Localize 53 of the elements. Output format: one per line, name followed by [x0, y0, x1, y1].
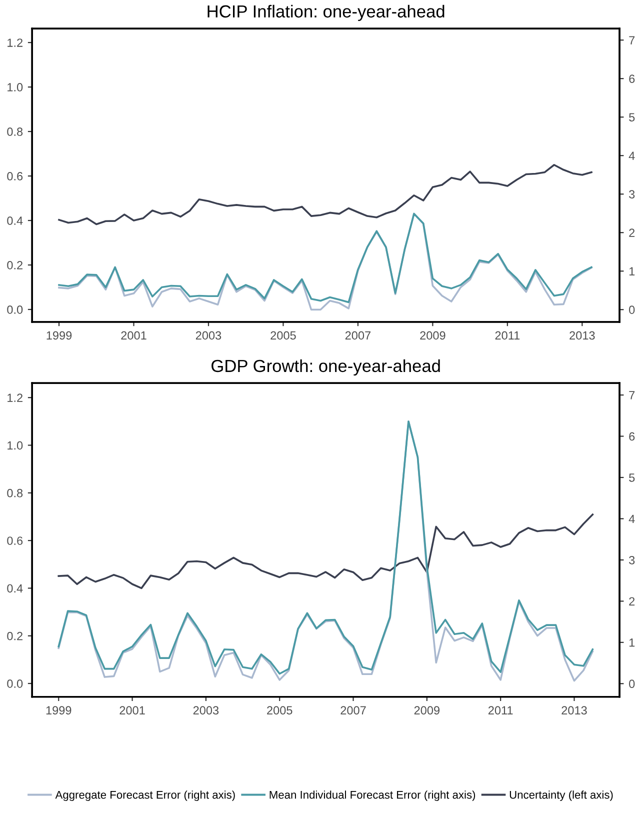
- x-tick-label: 2005: [267, 706, 292, 715]
- y2-tick-label: 6: [629, 432, 635, 441]
- x-tick-label: 2013: [570, 331, 595, 340]
- y2-tick-label: 0: [629, 680, 635, 688]
- y2-tick-label: 3: [629, 190, 635, 198]
- y2-tick-label: 5: [629, 474, 635, 482]
- x-tick-label: 2011: [495, 331, 520, 340]
- y-tick-label: 0.0: [7, 306, 23, 314]
- line-series: [58, 514, 594, 590]
- legend-label: Aggregate Forecast Error (right axis): [55, 790, 235, 801]
- y-tick-label: 1.2: [8, 394, 22, 402]
- y2-tick-label: 2: [629, 228, 635, 237]
- y2-tick-label: 1: [629, 638, 635, 647]
- x-tick-label: 2007: [345, 331, 370, 340]
- x-tick-label: 2009: [414, 706, 440, 715]
- y2-tick-label: 7: [629, 391, 635, 400]
- x-tick-label: 1999: [46, 706, 72, 715]
- x-tick-label: 2001: [120, 706, 145, 715]
- y-tick-label: 0.6: [7, 172, 23, 180]
- x-tick-label: 2007: [340, 706, 366, 715]
- legend-label: Mean Individual Forecast Error (right axis): [270, 790, 476, 801]
- line-series: [58, 164, 592, 226]
- y2-tick-label: 4: [628, 514, 635, 523]
- x-tick-label: 2009: [420, 331, 446, 340]
- legend-label: Uncertainty (left axis): [510, 790, 613, 801]
- y-tick-label: 0.6: [7, 536, 23, 545]
- chart-title: HCIP Inflation: one-year-ahead: [208, 4, 444, 22]
- y-tick-label: 0.8: [7, 128, 23, 136]
- chart-title: GDP Growth: one-year-ahead: [212, 359, 440, 376]
- x-tick-label: 2001: [121, 331, 146, 340]
- y-tick-label: 0.4: [7, 216, 23, 225]
- x-tick-label: 1999: [46, 331, 72, 340]
- y2-tick-label: 4: [628, 152, 635, 160]
- y2-tick-label: 1: [629, 267, 635, 276]
- y-tick-label: 0.2: [7, 261, 22, 270]
- y2-tick-label: 3: [629, 556, 635, 564]
- y-tick-label: 0.2: [7, 632, 22, 640]
- x-tick-label: 2005: [270, 331, 296, 340]
- y-tick-label: 0.8: [7, 488, 23, 498]
- y-tick-label: 1.0: [8, 83, 23, 92]
- x-tick-label: 2011: [488, 706, 513, 715]
- y-tick-label: 1.0: [8, 441, 23, 450]
- y-tick-label: 0.4: [7, 584, 23, 593]
- x-tick-label: 2003: [193, 706, 219, 715]
- y-tick-label: 1.2: [8, 38, 22, 47]
- y2-tick-label: 5: [629, 113, 635, 122]
- y2-tick-label: 0: [629, 306, 635, 314]
- y2-tick-label: 6: [629, 74, 635, 83]
- y-tick-label: 0.0: [7, 680, 23, 688]
- x-tick-label: 2003: [196, 331, 222, 340]
- y2-tick-label: 2: [629, 597, 635, 606]
- y2-tick-label: 7: [629, 36, 635, 44]
- x-tick-label: 2013: [562, 706, 587, 715]
